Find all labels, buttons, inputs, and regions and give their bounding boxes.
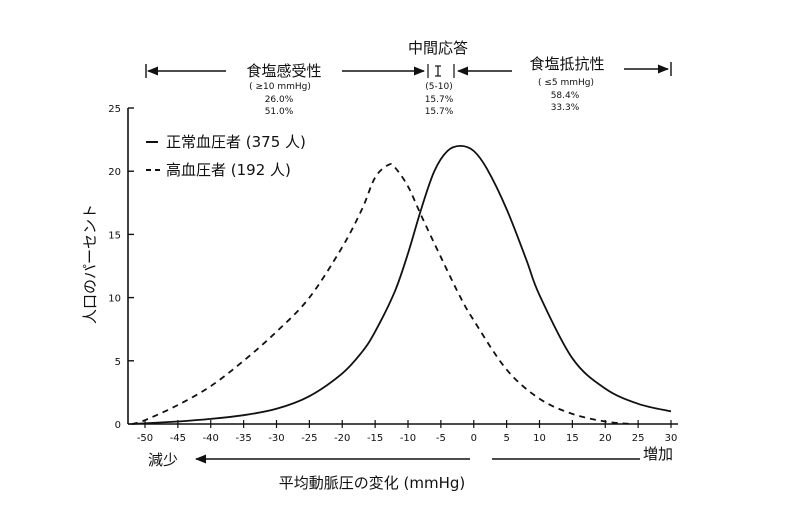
x-axis-ticks: -50 -45 -40 -35 -30 -25 -20 -15 -10 -5 0 5 10 15 20 25 3… — [137, 420, 678, 444]
x-tick-label: 10 — [533, 433, 546, 444]
x-tick-label: 25 — [632, 433, 645, 444]
y-tick-label: 15 — [108, 230, 121, 241]
series-line-hypertensive — [131, 163, 632, 425]
category-intermediate-range: (5-10) — [425, 82, 452, 92]
x-tick-label: 30 — [665, 433, 678, 444]
x-tick-label: -30 — [268, 433, 284, 444]
category-intermediate-normal-pct: 15.7% — [425, 95, 454, 105]
intermediate-i-glyph — [435, 65, 441, 77]
category-intermediate-label: 中間応答 — [408, 39, 468, 57]
y-axis-title: 人口のパーセント — [81, 204, 99, 324]
x-tick-label: -50 — [137, 433, 153, 444]
x-tick-label: -40 — [203, 433, 219, 444]
x-direction-left-label: 減少 — [148, 451, 178, 469]
x-direction-right-label: 増加 — [643, 445, 673, 463]
category-intermediate-hypertensive-pct: 15.7% — [425, 107, 454, 117]
x-tick-label: -35 — [235, 433, 251, 444]
x-tick-label: -5 — [436, 433, 446, 444]
category-sensitive-label: 食塩感受性 — [246, 62, 321, 80]
x-tick-label: 20 — [599, 433, 612, 444]
x-tick-label: -15 — [367, 433, 383, 444]
x-tick-label: -25 — [301, 433, 317, 444]
x-tick-label: 0 — [471, 433, 477, 444]
plot-series — [131, 144, 672, 425]
y-tick-label: 0 — [115, 420, 121, 431]
category-sensitive-hypertensive-pct: 51.0% — [265, 107, 294, 117]
x-tick-label: -20 — [334, 433, 350, 444]
series-line-normal — [131, 144, 672, 425]
y-tick-label: 20 — [108, 167, 121, 178]
category-sensitive-normal-pct: 26.0% — [265, 95, 294, 105]
category-resistant-hypertensive-pct: 33.3% — [551, 103, 580, 113]
category-sensitive-range: ( ≥10 mmHg) — [249, 82, 311, 92]
category-resistant-range: ( ≤5 mmHg) — [538, 78, 594, 88]
legend-normal-label: 正常血圧者 (375 人) — [166, 133, 306, 151]
x-tick-label: -10 — [400, 433, 416, 444]
y-tick-label: 10 — [108, 294, 121, 305]
x-tick-label: -45 — [170, 433, 186, 444]
category-resistant-label: 食塩抵抗性 — [529, 55, 604, 73]
x-tick-label: 15 — [566, 433, 579, 444]
legend-hypertensive-label: 高血圧者 (192 人) — [166, 161, 291, 179]
legend: 正常血圧者 (375 人) 高血圧者 (192 人) — [146, 133, 306, 179]
x-tick-label: 5 — [503, 433, 509, 444]
y-axis-ticks: 0 5 10 15 20 25 — [108, 104, 134, 431]
x-axis-title: 平均動脈圧の変化 (mmHg) — [279, 474, 466, 492]
category-header: 食塩感受性 中間応答 食塩抵抗性 ( ≥10 mmHg) 26.0% 51.0%… — [145, 39, 672, 117]
y-tick-label: 25 — [108, 104, 121, 115]
category-resistant-normal-pct: 58.4% — [551, 91, 580, 101]
y-tick-label: 5 — [115, 357, 121, 368]
